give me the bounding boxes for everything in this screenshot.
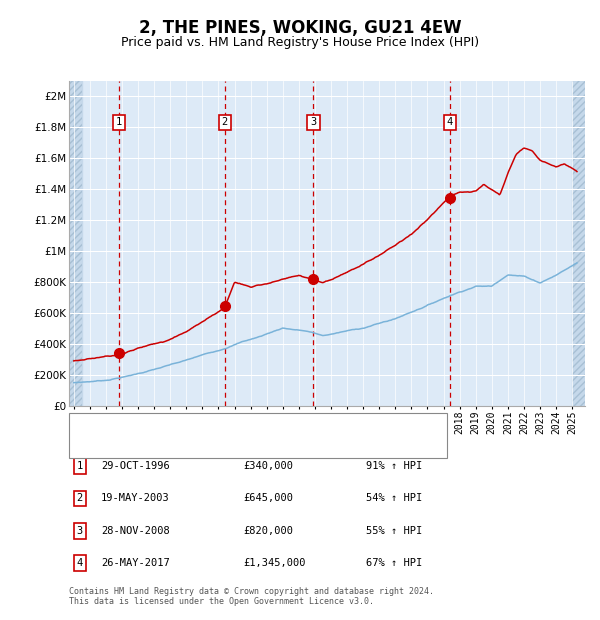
Text: 1: 1 xyxy=(116,117,122,128)
Text: £340,000: £340,000 xyxy=(243,461,293,471)
Text: Price paid vs. HM Land Registry's House Price Index (HPI): Price paid vs. HM Land Registry's House … xyxy=(121,36,479,48)
Text: £645,000: £645,000 xyxy=(243,494,293,503)
Text: 2, THE PINES, WOKING, GU21 4EW: 2, THE PINES, WOKING, GU21 4EW xyxy=(139,19,461,37)
Text: 54% ↑ HPI: 54% ↑ HPI xyxy=(366,494,422,503)
Text: £820,000: £820,000 xyxy=(243,526,293,536)
Text: 29-OCT-1996: 29-OCT-1996 xyxy=(101,461,170,471)
Text: 3: 3 xyxy=(77,526,83,536)
Text: 3: 3 xyxy=(310,117,317,128)
Bar xyxy=(69,81,82,406)
Text: 28-NOV-2008: 28-NOV-2008 xyxy=(101,526,170,536)
Text: 55% ↑ HPI: 55% ↑ HPI xyxy=(366,526,422,536)
Text: HPI: Average price, detached house, Woking: HPI: Average price, detached house, Woki… xyxy=(107,440,370,451)
Text: 4: 4 xyxy=(77,558,83,568)
Text: 91% ↑ HPI: 91% ↑ HPI xyxy=(366,461,422,471)
Text: 26-MAY-2017: 26-MAY-2017 xyxy=(101,558,170,568)
Text: 4: 4 xyxy=(447,117,453,128)
Text: 2: 2 xyxy=(77,494,83,503)
Text: 1: 1 xyxy=(77,461,83,471)
Text: 67% ↑ HPI: 67% ↑ HPI xyxy=(366,558,422,568)
Text: £1,345,000: £1,345,000 xyxy=(243,558,305,568)
Bar xyxy=(572,81,585,406)
Text: 19-MAY-2003: 19-MAY-2003 xyxy=(101,494,170,503)
Bar xyxy=(69,81,82,406)
Text: Contains HM Land Registry data © Crown copyright and database right 2024.
This d: Contains HM Land Registry data © Crown c… xyxy=(69,587,434,606)
Text: 2: 2 xyxy=(221,117,228,128)
Text: 2, THE PINES, WOKING, GU21 4EW (detached house): 2, THE PINES, WOKING, GU21 4EW (detached… xyxy=(107,420,401,430)
Bar xyxy=(572,81,585,406)
